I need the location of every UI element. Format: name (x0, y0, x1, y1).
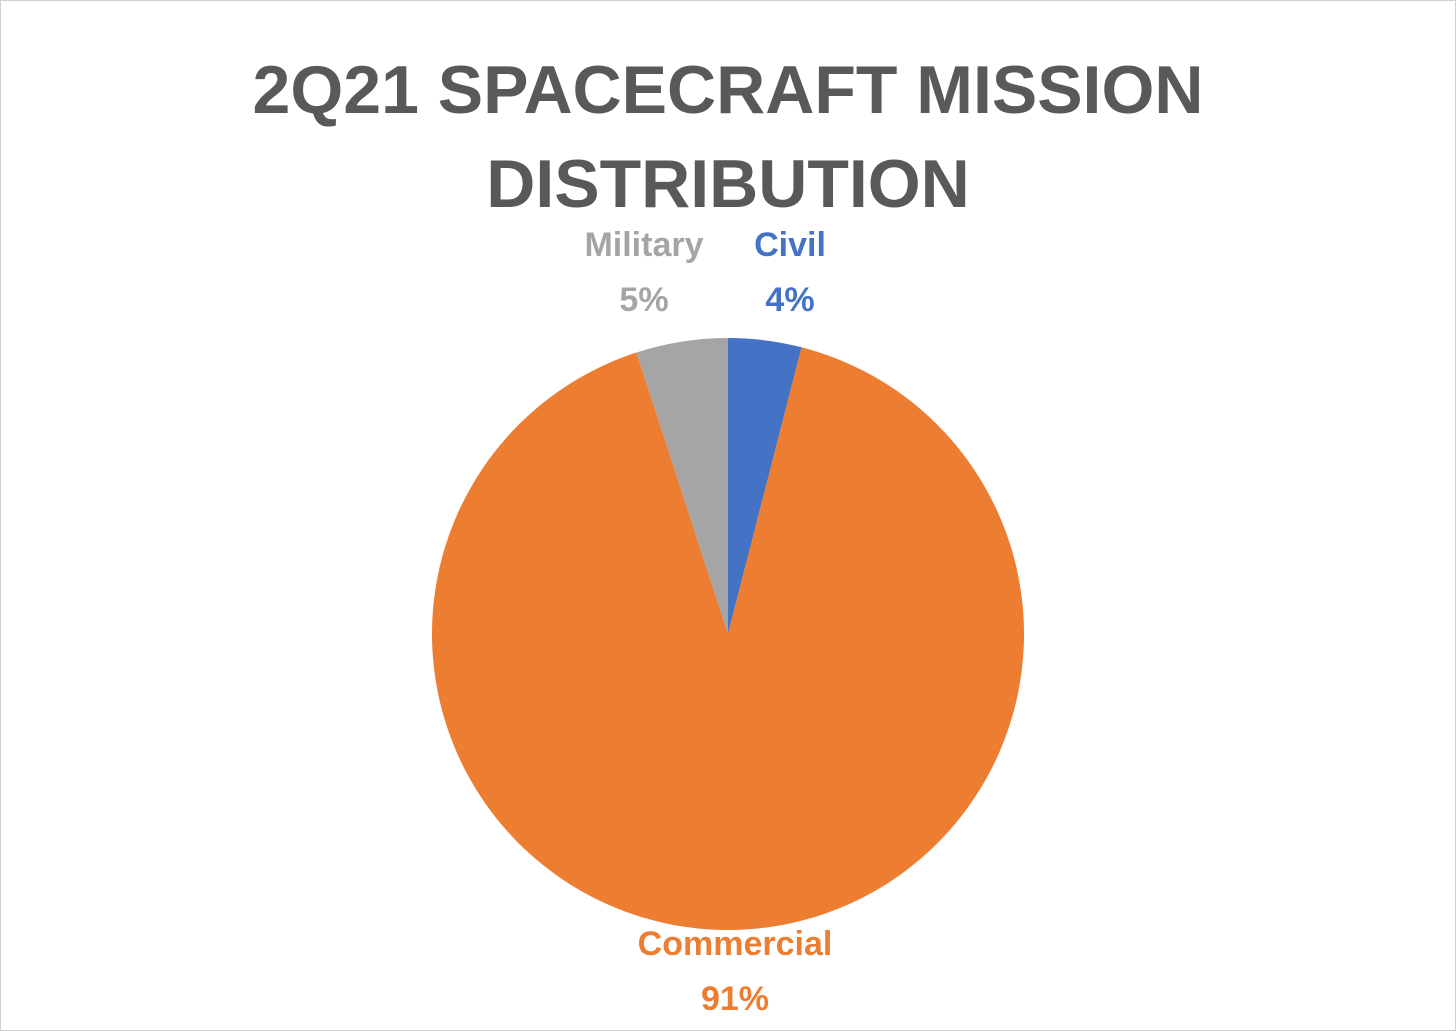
slice-label-civil-name: Civil (754, 226, 826, 264)
slice-label-commercial-name: Commercial (638, 925, 833, 963)
pie-slice-civil (728, 338, 802, 634)
slice-label-military-value: 5% (619, 281, 668, 319)
chart-title-line-2: DISTRIBUTION (486, 146, 970, 222)
chart-title-line-1: 2Q21 SPACECRAFT MISSION (252, 52, 1204, 128)
pie-slices (432, 338, 1025, 931)
pie-slice-commercial (432, 347, 1025, 931)
slice-label-civil-value: 4% (765, 281, 814, 319)
pie-slice-military (636, 338, 728, 634)
slice-label-military-name: Military (584, 226, 703, 264)
slice-label-commercial-value: 91% (701, 980, 769, 1018)
